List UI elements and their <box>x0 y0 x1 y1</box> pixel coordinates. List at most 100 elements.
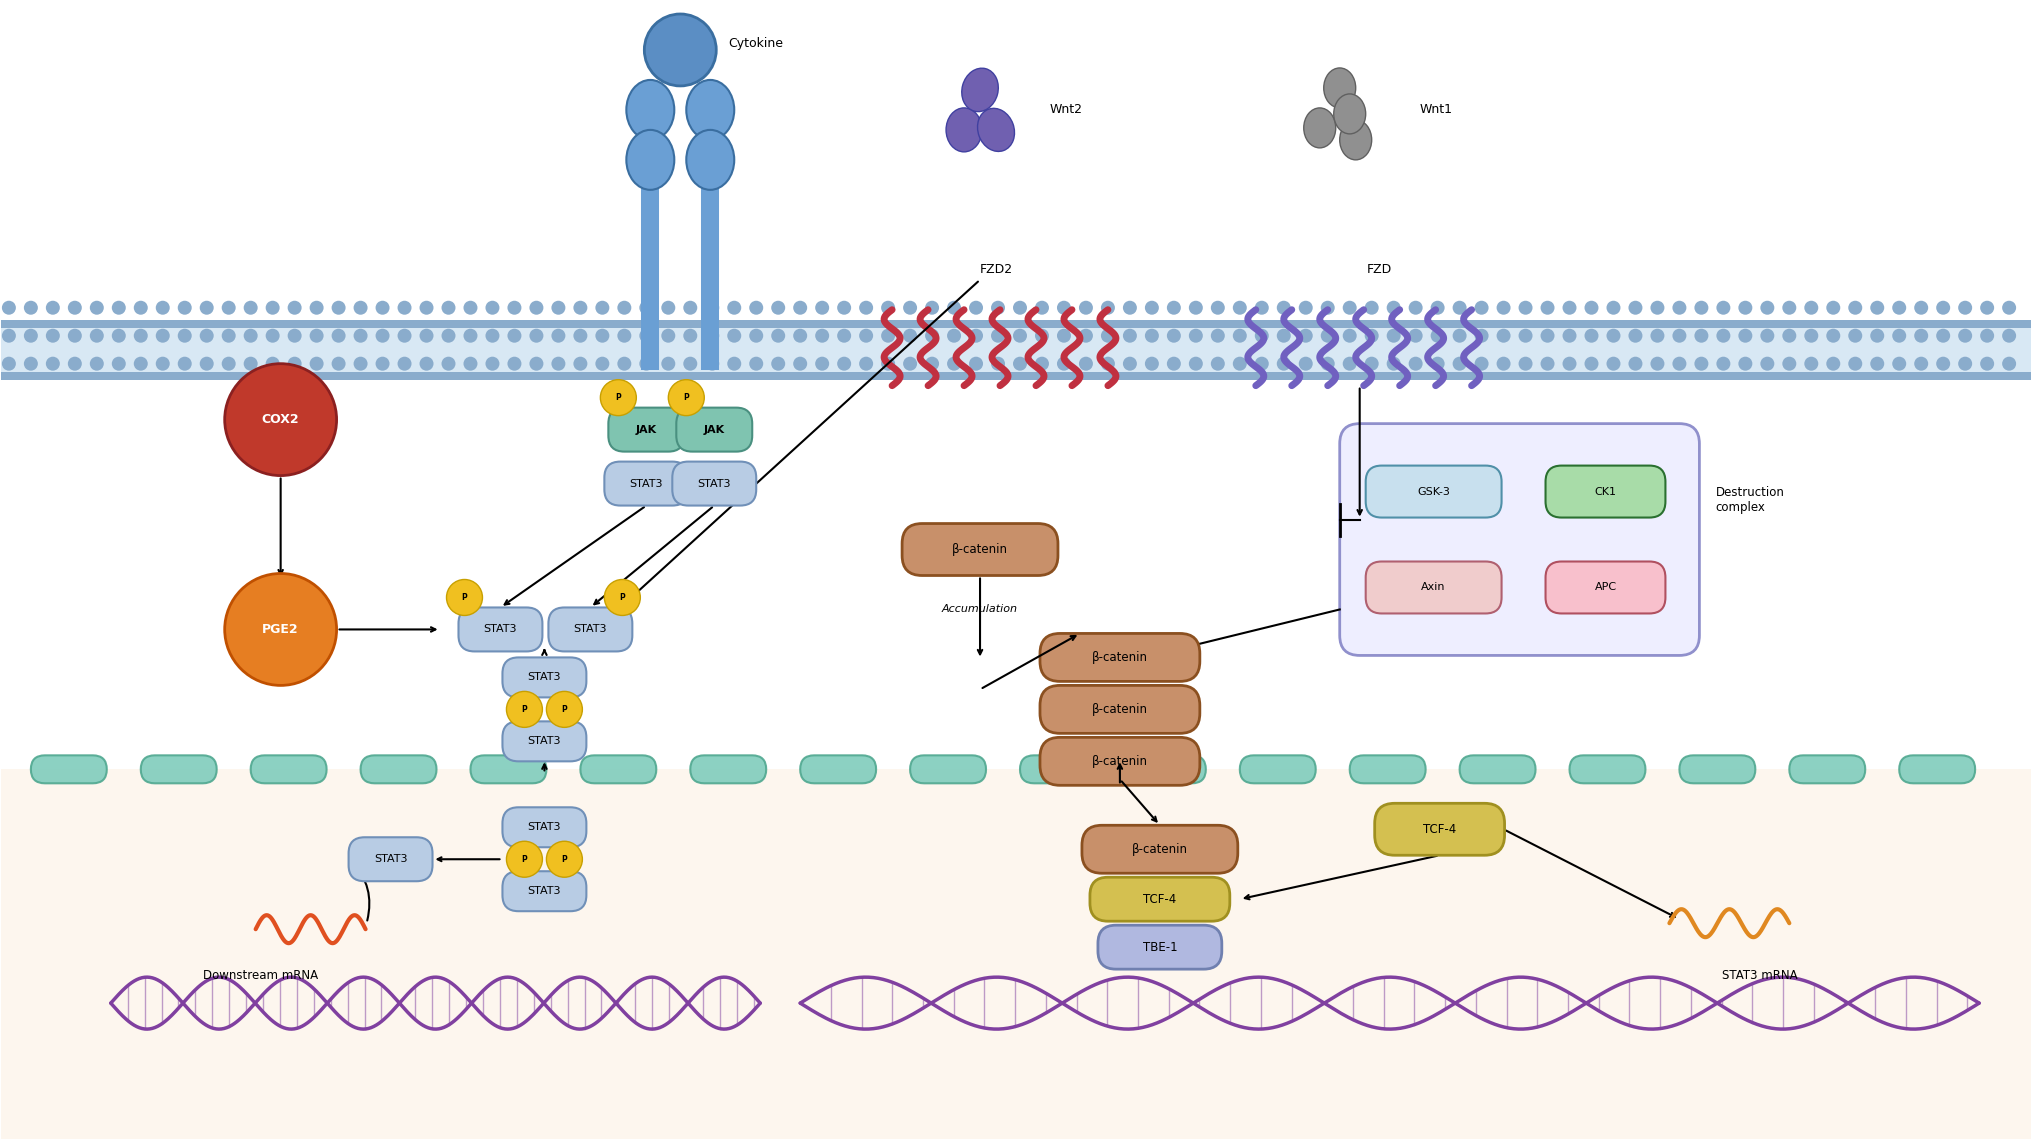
Circle shape <box>89 301 104 314</box>
Circle shape <box>441 329 455 343</box>
Text: β-catenin: β-catenin <box>1091 755 1148 768</box>
Circle shape <box>1233 301 1248 314</box>
Circle shape <box>376 329 390 343</box>
FancyBboxPatch shape <box>691 755 766 784</box>
Circle shape <box>47 301 59 314</box>
Ellipse shape <box>947 108 981 151</box>
Circle shape <box>660 301 675 314</box>
Circle shape <box>1475 301 1489 314</box>
FancyBboxPatch shape <box>1678 755 1756 784</box>
Text: P: P <box>683 393 689 402</box>
Circle shape <box>1166 357 1181 370</box>
Circle shape <box>309 301 323 314</box>
Circle shape <box>882 301 896 314</box>
Text: TCF-4: TCF-4 <box>1422 822 1457 836</box>
FancyBboxPatch shape <box>549 607 632 652</box>
FancyBboxPatch shape <box>1376 803 1504 855</box>
Text: STAT3: STAT3 <box>697 478 732 489</box>
Circle shape <box>750 357 764 370</box>
Circle shape <box>1057 329 1071 343</box>
Circle shape <box>1936 301 1951 314</box>
Circle shape <box>750 329 764 343</box>
FancyBboxPatch shape <box>1900 755 1975 784</box>
Circle shape <box>1585 329 1599 343</box>
Circle shape <box>902 329 916 343</box>
Text: STAT3: STAT3 <box>528 822 561 833</box>
Circle shape <box>156 301 171 314</box>
Circle shape <box>486 301 500 314</box>
Circle shape <box>1892 301 1906 314</box>
Circle shape <box>1014 357 1026 370</box>
Circle shape <box>792 357 807 370</box>
FancyBboxPatch shape <box>902 524 1059 575</box>
Bar <box>0 320 2032 328</box>
Circle shape <box>24 301 39 314</box>
Circle shape <box>67 357 81 370</box>
Circle shape <box>1431 329 1445 343</box>
Circle shape <box>1211 301 1225 314</box>
Circle shape <box>1914 357 1928 370</box>
Circle shape <box>1804 357 1819 370</box>
Circle shape <box>530 329 543 343</box>
Text: FZD2: FZD2 <box>979 263 1012 277</box>
Circle shape <box>1124 357 1136 370</box>
Circle shape <box>463 301 478 314</box>
Circle shape <box>1782 357 1796 370</box>
Circle shape <box>1343 329 1357 343</box>
Circle shape <box>1321 329 1335 343</box>
Circle shape <box>1849 329 1861 343</box>
Circle shape <box>1695 357 1709 370</box>
Circle shape <box>1408 357 1422 370</box>
Circle shape <box>221 329 236 343</box>
Circle shape <box>882 329 896 343</box>
Circle shape <box>1189 329 1203 343</box>
Circle shape <box>67 301 81 314</box>
Circle shape <box>1408 301 1422 314</box>
Circle shape <box>969 329 983 343</box>
Circle shape <box>47 357 59 370</box>
Circle shape <box>1101 301 1116 314</box>
Circle shape <box>1563 357 1577 370</box>
Ellipse shape <box>626 130 675 190</box>
Circle shape <box>1518 357 1532 370</box>
Circle shape <box>1189 301 1203 314</box>
FancyBboxPatch shape <box>1240 755 1317 784</box>
Bar <box>0 769 2032 1139</box>
Ellipse shape <box>687 80 734 140</box>
Circle shape <box>1276 357 1290 370</box>
Ellipse shape <box>961 68 998 112</box>
Circle shape <box>618 301 632 314</box>
Circle shape <box>331 329 345 343</box>
Circle shape <box>1695 301 1709 314</box>
Text: P: P <box>561 854 567 863</box>
Circle shape <box>1959 301 1973 314</box>
Circle shape <box>551 301 565 314</box>
Circle shape <box>1540 329 1554 343</box>
Circle shape <box>1959 357 1973 370</box>
Circle shape <box>506 691 543 728</box>
Text: Axin: Axin <box>1420 582 1447 592</box>
Circle shape <box>1298 301 1313 314</box>
Circle shape <box>177 301 191 314</box>
Circle shape <box>1869 357 1884 370</box>
Circle shape <box>837 301 851 314</box>
Circle shape <box>860 357 874 370</box>
Circle shape <box>683 329 697 343</box>
Circle shape <box>1079 301 1093 314</box>
Circle shape <box>1233 329 1248 343</box>
Circle shape <box>199 357 213 370</box>
Circle shape <box>1760 301 1774 314</box>
Text: P: P <box>461 593 467 603</box>
Circle shape <box>289 357 301 370</box>
Circle shape <box>89 329 104 343</box>
Bar <box>0 371 2032 379</box>
Circle shape <box>902 357 916 370</box>
Circle shape <box>419 357 433 370</box>
Circle shape <box>398 301 412 314</box>
Circle shape <box>1827 357 1841 370</box>
Circle shape <box>1914 329 1928 343</box>
Circle shape <box>134 357 148 370</box>
Circle shape <box>1804 329 1819 343</box>
FancyBboxPatch shape <box>910 755 986 784</box>
Text: TCF-4: TCF-4 <box>1144 893 1177 906</box>
